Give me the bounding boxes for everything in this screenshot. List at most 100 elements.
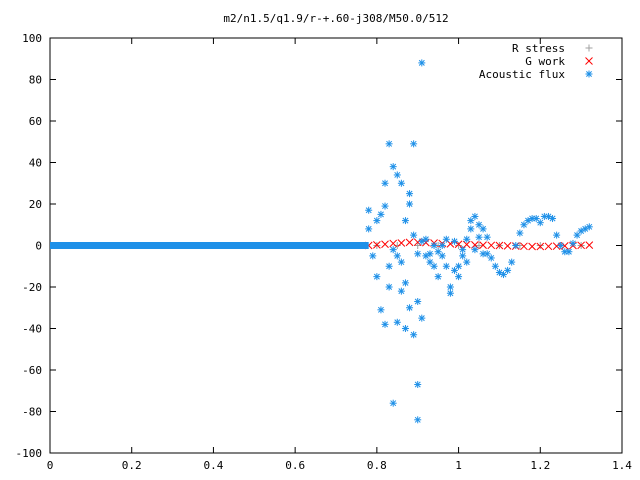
data-point [373, 241, 381, 249]
data-point [414, 298, 422, 306]
data-point [438, 242, 446, 249]
data-point [508, 258, 516, 266]
data-point [450, 266, 458, 274]
y-tick-label: 0 [35, 240, 42, 253]
y-tick-label: 80 [29, 74, 42, 87]
data-point [365, 225, 373, 233]
data-point [373, 217, 381, 225]
data-point [487, 254, 495, 262]
data-point [459, 252, 467, 260]
data-point [389, 163, 397, 171]
data-point [463, 258, 471, 266]
y-tick-label: -100 [16, 447, 43, 460]
legend-marker [585, 57, 593, 65]
series-layer [50, 59, 594, 424]
data-point [512, 242, 520, 249]
data-point [454, 240, 463, 249]
legend-marker [585, 70, 593, 78]
data-point [381, 202, 389, 210]
data-point [393, 252, 401, 260]
data-point [467, 225, 475, 233]
x-tick-label: 1.4 [612, 459, 632, 472]
data-point [475, 242, 483, 249]
y-tick-label: -60 [22, 364, 42, 377]
data-point [455, 273, 463, 281]
data-point [405, 238, 414, 247]
data-point [536, 219, 544, 227]
x-tick-label: 0 [47, 459, 54, 472]
data-point [479, 241, 487, 249]
data-point [369, 252, 377, 260]
data-point [569, 239, 577, 247]
y-tick-label: -40 [22, 323, 42, 336]
data-point [430, 242, 438, 249]
data-point [577, 241, 585, 250]
data-point [585, 241, 594, 249]
data-point [389, 239, 398, 248]
data-point [414, 242, 422, 249]
x-tick-label: 1.2 [530, 459, 550, 472]
x-tick-label: 0.2 [122, 459, 142, 472]
data-point [397, 258, 405, 266]
data-point [483, 233, 491, 241]
y-tick-label: -80 [22, 406, 42, 419]
x-tick-label: 0.6 [285, 459, 305, 472]
data-point [401, 325, 409, 332]
legend-marker [585, 44, 593, 52]
data-point [536, 242, 545, 251]
data-point [491, 262, 499, 270]
data-point [471, 212, 479, 220]
data-point [553, 231, 561, 239]
data-point [377, 306, 385, 314]
data-point [434, 273, 442, 281]
data-point [389, 399, 397, 407]
legend-label: Acoustic flux [479, 68, 565, 81]
data-point [446, 289, 454, 297]
data-point [557, 242, 565, 249]
y-tick-label: -20 [22, 281, 42, 294]
data-point [422, 235, 430, 243]
data-point [459, 246, 467, 254]
y-tick-label: 40 [29, 157, 42, 170]
x-tick-label: 0.4 [203, 459, 223, 472]
data-point [528, 242, 536, 251]
data-point [536, 242, 544, 249]
data-point [401, 217, 409, 225]
data-point [450, 237, 458, 245]
y-tick-label: 100 [22, 32, 42, 45]
data-point [414, 250, 422, 258]
data-point [393, 171, 401, 179]
series-baseline-band [50, 242, 369, 249]
data-point [503, 242, 512, 250]
data-point [410, 331, 418, 339]
data-point [585, 223, 593, 231]
data-point [475, 221, 483, 229]
tick-labels: 0 0.2 0.4 0.6 0.8 1 1.2 1.4 -100 -80 -60 -40 -20 0 20 4… [16, 32, 633, 472]
data-point [385, 140, 393, 148]
axis-ticks [49, 37, 623, 454]
data-point [475, 233, 483, 241]
legend-label: G work [525, 55, 565, 68]
data-point [397, 239, 406, 247]
data-point [397, 287, 405, 295]
data-point [442, 235, 450, 243]
data-point [414, 416, 422, 424]
data-point [393, 318, 401, 326]
data-point [381, 179, 389, 187]
data-point [430, 262, 438, 270]
data-point [479, 225, 487, 233]
data-point [410, 140, 418, 148]
data-point [426, 250, 434, 258]
data-point [471, 246, 479, 254]
data-point [389, 246, 397, 254]
data-point [549, 215, 557, 223]
data-point [406, 304, 414, 312]
data-point [381, 240, 389, 249]
data-point [495, 241, 504, 250]
data-point [377, 210, 385, 218]
data-point [385, 262, 393, 270]
data-point [504, 266, 512, 274]
x-tick-label: 0.8 [367, 459, 387, 472]
data-point [565, 248, 573, 256]
